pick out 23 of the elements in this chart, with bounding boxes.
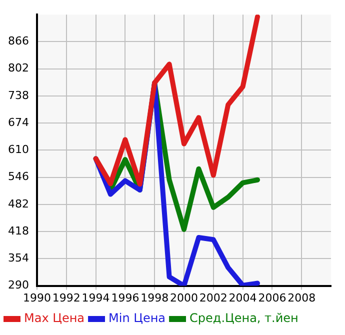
y-tick-label: 674 [8,116,29,129]
x-tick-label: 2004 [228,291,257,304]
x-tick-label: 1998 [140,291,169,304]
x-tick-label: 2000 [170,291,198,304]
x-tick-label: 2008 [288,291,316,304]
y-tick-label: 290 [8,278,29,292]
y-tick-label: 418 [8,224,29,238]
x-tick-label: 1992 [52,291,80,304]
x-tick-label: 2006 [258,291,286,304]
x-tick-label: 2002 [199,291,228,304]
y-tick-label: 482 [8,197,29,210]
x-tick-label: 1994 [82,291,110,304]
y-tick-label: 354 [8,252,29,265]
y-tick-label: 610 [8,143,29,156]
x-tick-label: 1990 [22,291,51,304]
y-tick-label: 866 [8,34,29,48]
y-tick-label: 802 [8,62,29,75]
y-tick-label: 546 [8,170,29,184]
legend-label: Min Цена [108,311,166,326]
x-tick-label: 1996 [111,291,140,304]
legend-label: Max Цена [24,311,85,326]
legend-label: Сред.Цена, т.йен [190,311,298,326]
y-tick-label: 738 [8,88,29,102]
